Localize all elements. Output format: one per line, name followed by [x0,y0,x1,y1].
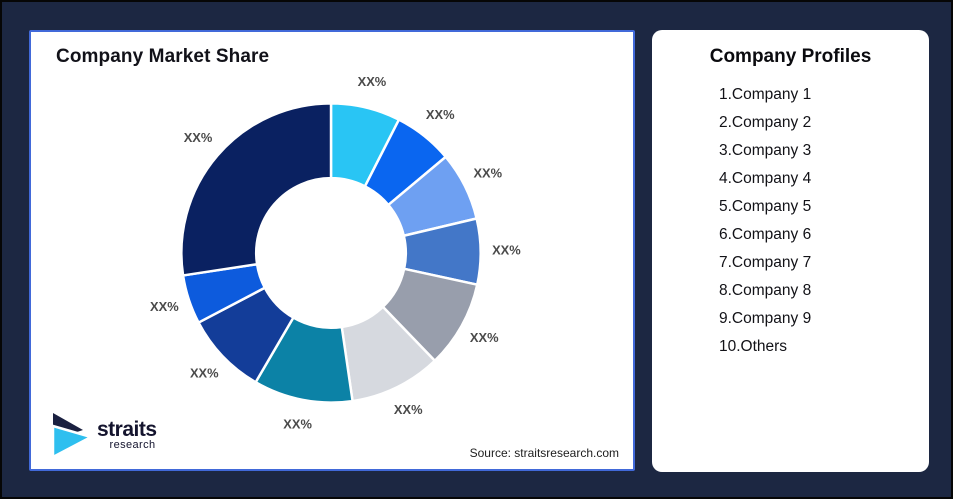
segment-label: XX% [283,417,312,432]
profile-item: 4.Company 4 [719,170,812,187]
company-profiles-card: Company Profiles 1.Company 1 2.Company 2 3… [652,30,929,472]
profile-item: 5.Company 5 [719,198,812,215]
segment-label: XX% [358,74,387,89]
profile-item: 1.Company 1 [719,86,812,103]
profile-item: 6.Company 6 [719,226,812,243]
logo-sub-text: research [109,438,156,451]
logo-text: straits research [97,417,157,451]
segment-label: XX% [150,299,179,314]
profile-item: 10.Others [719,338,788,355]
straits-research-logo: straits research [51,411,157,459]
segment-label: XX% [426,107,455,122]
market-share-card: Company Market Share XX% XX% XX% XX% XX% XX% X… [29,30,635,471]
chart-title: Company Market Share [56,46,270,67]
logo-brand-text: straits [97,417,157,441]
profiles-list: 1.Company 1 2.Company 2 3.Company 3 4.Compa… [719,81,929,361]
segment-label: XX% [470,330,499,345]
segment-label: XX% [473,166,502,181]
profile-item: 9.Company 9 [719,310,812,327]
segment-label: XX% [190,366,219,381]
straits-logo-icon [51,413,93,459]
profile-item: 8.Company 8 [719,282,812,299]
profile-item: 2.Company 2 [719,114,812,131]
segment-label: XX% [492,243,521,258]
segment-label: XX% [394,402,423,417]
profile-item: 3.Company 3 [719,142,812,159]
segment-label: XX% [184,130,213,145]
profiles-title: Company Profiles [709,46,872,67]
donut-chart: XX% XX% XX% XX% XX% XX% XX% XX% XX% XX% [150,74,521,432]
source-text: Source: straitsresearch.com [469,446,619,460]
donut-segment [180,102,333,277]
profile-item: 7.Company 7 [719,254,812,271]
